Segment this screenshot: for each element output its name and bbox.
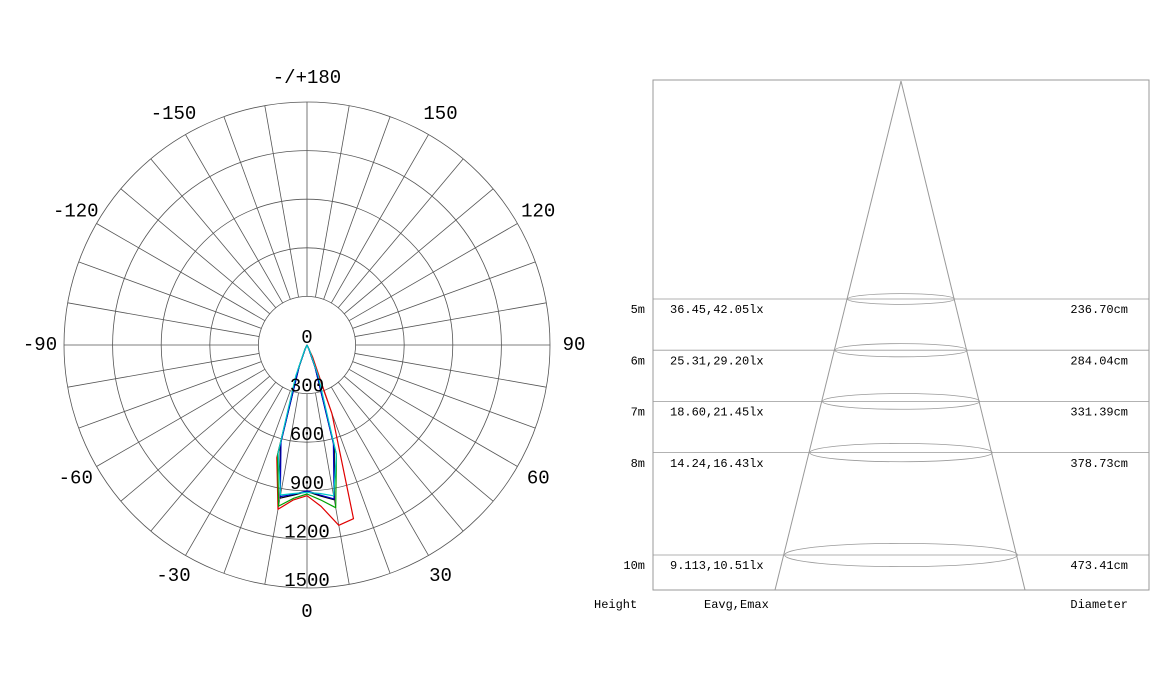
r-tick-label: 600 — [290, 424, 324, 446]
r-tick-label: 0 — [301, 327, 312, 349]
spoke — [185, 386, 284, 556]
row-diameter: 236.70cm — [1070, 303, 1128, 317]
spoke — [120, 375, 271, 502]
spoke — [343, 188, 494, 315]
r-tick-label: 1200 — [284, 521, 330, 543]
row-illuminance: 9.113,10.51lx — [670, 559, 764, 573]
spoke — [150, 381, 277, 532]
spoke — [354, 302, 547, 337]
r-tick-label: 1500 — [284, 570, 330, 592]
angle-tick-label: 90 — [563, 334, 586, 356]
spoke — [96, 223, 266, 322]
spoke — [78, 361, 262, 429]
r-tick-label: 900 — [290, 473, 324, 495]
spoke — [323, 116, 391, 300]
angle-tick-label: 30 — [429, 565, 452, 587]
spoke — [150, 158, 277, 309]
row-illuminance: 14.24,16.43lx — [670, 457, 764, 471]
spoke — [223, 390, 291, 574]
spoke — [343, 375, 494, 502]
spoke — [352, 261, 536, 329]
row-illuminance: 18.60,21.45lx — [670, 406, 764, 420]
spoke — [330, 386, 429, 556]
cone-edge — [900, 80, 1026, 591]
spoke — [120, 188, 271, 315]
header-height: Height — [594, 598, 637, 612]
spoke — [264, 105, 299, 298]
light-spot — [809, 443, 993, 463]
spoke — [348, 223, 518, 322]
angle-tick-label: -30 — [156, 565, 190, 587]
spoke — [223, 116, 291, 300]
row-height: 6m — [631, 354, 645, 368]
angle-tick-label: -120 — [53, 201, 99, 223]
light-spot — [834, 343, 968, 358]
light-spot — [784, 542, 1018, 568]
spoke — [337, 158, 464, 309]
header-diameter: Diameter — [1070, 598, 1128, 612]
spoke — [67, 302, 260, 337]
cone-frame — [652, 79, 1150, 591]
row-height: 8m — [631, 457, 645, 471]
spoke — [67, 353, 260, 388]
r-tick-label: 300 — [290, 376, 324, 398]
row-illuminance: 25.31,29.20lx — [670, 354, 764, 368]
spoke — [354, 353, 547, 388]
spoke — [352, 361, 536, 429]
spoke — [185, 134, 284, 304]
spoke — [96, 368, 266, 467]
spoke — [337, 381, 464, 532]
spoke — [315, 105, 350, 298]
intensity-curve — [277, 344, 337, 497]
spoke — [264, 392, 299, 585]
angle-tick-label: -/+180 — [273, 67, 341, 89]
row-diameter: 284.04cm — [1070, 354, 1128, 368]
spoke — [315, 392, 350, 585]
row-diameter: 378.73cm — [1070, 457, 1128, 471]
spoke — [78, 261, 262, 329]
spoke — [348, 368, 518, 467]
light-spot — [847, 293, 955, 305]
angle-tick-label: 120 — [521, 201, 555, 223]
row-height: 5m — [631, 303, 645, 317]
header-illuminance: Eavg,Emax — [704, 598, 769, 612]
row-diameter: 473.41cm — [1070, 559, 1128, 573]
light-spot — [821, 393, 981, 410]
spoke — [323, 390, 391, 574]
row-diameter: 331.39cm — [1070, 406, 1128, 420]
spoke — [330, 134, 429, 304]
row-height: 7m — [631, 406, 645, 420]
row-illuminance: 36.45,42.05lx — [670, 303, 764, 317]
angle-tick-label: -60 — [59, 468, 93, 490]
cone-edge — [774, 80, 902, 591]
angle-tick-label: 60 — [527, 468, 550, 490]
row-height: 10m — [623, 559, 645, 573]
angle-tick-label: -90 — [23, 334, 57, 356]
angle-tick-label: -150 — [151, 103, 197, 125]
angle-tick-label: 0 — [301, 601, 312, 623]
angle-tick-label: 150 — [423, 103, 457, 125]
